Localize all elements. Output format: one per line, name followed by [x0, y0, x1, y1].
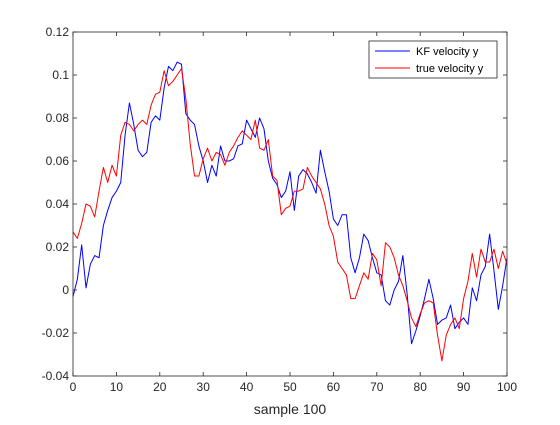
- x-tick-label: 40: [240, 380, 254, 394]
- series-line-kf-velocity-y: [72, 61, 508, 345]
- x-tick-label: 100: [497, 380, 517, 394]
- y-axis: -0.04 -0.02 0 0.02 0.04 0.06 0.08 0.1 0.12: [42, 25, 507, 383]
- x-tick-label: 20: [153, 380, 167, 394]
- x-tick-label: 10: [110, 380, 124, 394]
- y-tick-label: 0.04: [46, 197, 70, 211]
- x-tick-label: 0: [70, 380, 77, 394]
- y-tick-label: -0.02: [42, 326, 70, 340]
- x-axis: 0 10 20 30 40 50 60 70 80 90 100: [70, 32, 517, 394]
- y-tick-label: 0.1: [52, 68, 69, 82]
- y-tick-label: 0: [62, 283, 69, 297]
- y-tick-label: 0.06: [46, 154, 70, 168]
- axes-box: [72, 31, 508, 377]
- legend-label-true: true velocity y: [416, 63, 484, 75]
- y-tick-label: 0.02: [46, 240, 70, 254]
- legend-box: [368, 40, 498, 79]
- y-tick-label: 0.08: [46, 111, 70, 125]
- y-tick-label: -0.04: [42, 369, 70, 383]
- series-line-true-velocity-y: [72, 68, 508, 362]
- y-tick-label: 0.12: [46, 25, 70, 39]
- legend-label-kf: KF velocity y: [416, 46, 479, 58]
- x-tick-label: 80: [414, 380, 428, 394]
- legend: KF velocity y true velocity y: [368, 40, 498, 79]
- x-tick-label: 60: [327, 380, 341, 394]
- x-axis-label: sample 100: [254, 401, 327, 417]
- x-tick-label: 50: [283, 380, 297, 394]
- x-tick-label: 90: [457, 380, 471, 394]
- series-layer: [72, 61, 508, 362]
- x-tick-label: 70: [370, 380, 384, 394]
- x-tick-label: 30: [197, 380, 211, 394]
